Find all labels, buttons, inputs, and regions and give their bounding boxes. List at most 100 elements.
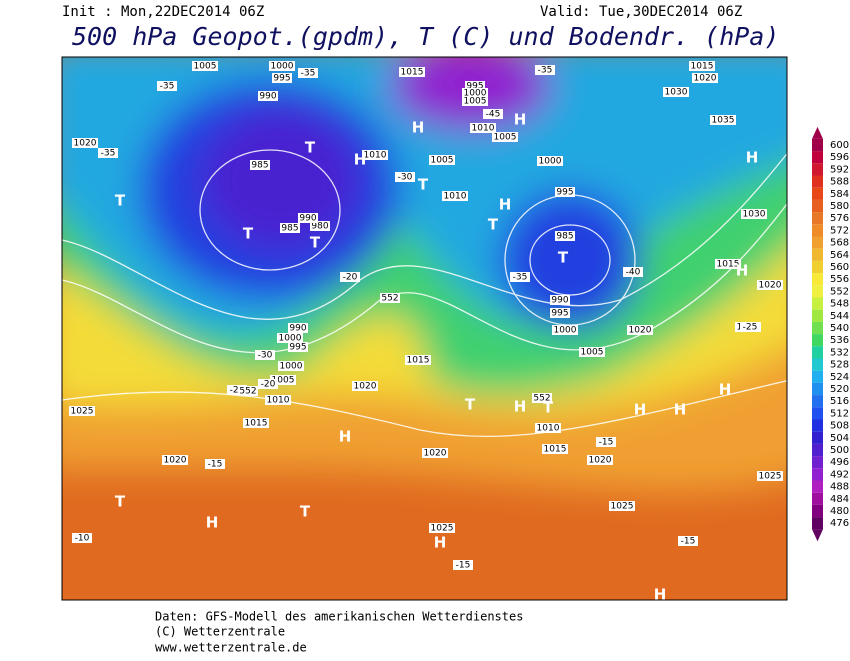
pressure-center: H: [736, 262, 749, 280]
map-label: -35: [298, 68, 318, 79]
colorbar-segment: [812, 297, 823, 310]
map-label-text: 1015: [691, 62, 714, 72]
map-label: 1000: [537, 156, 563, 167]
map-label: 1025: [757, 471, 783, 482]
map-label-box: [250, 160, 270, 170]
map-label: 980: [310, 221, 330, 232]
colorbar-segment: [812, 370, 823, 383]
map-label-text: -30: [398, 173, 413, 183]
map-label-box: [442, 191, 468, 201]
map-label-text: 1005: [464, 97, 487, 107]
map-label: 995: [288, 342, 308, 353]
colorbar-segment: [812, 212, 823, 225]
map-label: 1020: [422, 448, 448, 459]
map-label: 990: [298, 213, 318, 224]
pressure-center: T: [305, 139, 316, 157]
colorbar-segment: [812, 504, 823, 518]
map-label-text: 552: [533, 394, 550, 404]
colorbar-label: 552: [830, 286, 849, 297]
map-label: -30: [255, 350, 275, 361]
map-label-text: 990: [259, 92, 276, 102]
init-time: Init : Mon,22DEC2014 06Z: [62, 4, 264, 20]
colorbar-label: 520: [830, 384, 849, 395]
map-label-box: [298, 213, 318, 223]
map-label: 985: [280, 223, 300, 234]
map-label-box: [623, 267, 643, 277]
map-label-box: [453, 560, 473, 570]
map-label: -25: [740, 322, 760, 333]
colorbar-label: 488: [830, 482, 849, 493]
map-label-box: [757, 280, 783, 290]
map-label-box: [258, 91, 278, 101]
colorbar-segment: [812, 224, 823, 237]
map-label-text: 1000: [554, 326, 577, 336]
map-label: 995: [550, 308, 570, 319]
map-label-box: [710, 115, 736, 125]
map-label: 1005: [429, 155, 455, 166]
map-label-text: 1015: [245, 419, 268, 429]
map-label-text: 552: [239, 387, 256, 397]
map-label-text: 1025: [431, 524, 454, 534]
map-label-text: 995: [289, 343, 306, 353]
map-label-text: -20: [343, 273, 358, 283]
pressure-center: T: [418, 176, 429, 194]
colorbar-label: 600: [830, 140, 849, 151]
map-label: -40: [623, 267, 643, 278]
map-label: 552: [238, 386, 258, 397]
map-label: 1005: [192, 61, 218, 72]
colorbar-segment: [812, 321, 823, 335]
pressure-center: H: [412, 119, 425, 137]
map-label-box: [689, 61, 715, 71]
map-label: 985: [555, 231, 575, 242]
map-label-text: -15: [681, 537, 696, 547]
map-label: 1005: [492, 132, 518, 143]
map-label: -35: [535, 65, 555, 76]
colorbar-label: 580: [830, 201, 849, 212]
map-label-box: [535, 423, 561, 433]
colorbar-segment: [812, 273, 823, 286]
map-label-box: [740, 322, 760, 332]
colorbar-label: 556: [830, 274, 849, 285]
colorbar-label: 504: [830, 433, 849, 444]
map-label-box: [462, 88, 488, 98]
map-label-box: [429, 523, 455, 533]
map-label-box: [277, 333, 303, 343]
colorbar-segment: [812, 468, 823, 481]
colorbar-label: 572: [830, 225, 849, 236]
pressure-center: H: [746, 149, 759, 167]
map-label-text: 990: [299, 214, 316, 224]
map-label-box: [352, 381, 378, 391]
colorbar-label: 592: [830, 164, 849, 175]
colorbar-segment: [812, 175, 823, 188]
map-label-box: [510, 272, 530, 282]
map-label: 1030: [741, 209, 767, 220]
map-label: 1035: [710, 115, 736, 126]
map-label: 1030: [663, 87, 689, 98]
map-label-text: 1020: [424, 449, 447, 459]
colorbar-label: 540: [830, 323, 849, 334]
map-label: -35: [157, 81, 177, 92]
map-label-box: [757, 471, 783, 481]
colorbar-label: 560: [830, 262, 849, 273]
map-label: 990: [550, 295, 570, 306]
colorbar-label: 500: [830, 445, 849, 456]
map-label-box: [535, 65, 555, 75]
colorbar-segment: [812, 346, 823, 359]
map-label-text: 995: [556, 188, 573, 198]
map-label: 1000: [278, 361, 304, 372]
map-label-text: -35: [538, 66, 553, 76]
map-label-box: [579, 347, 605, 357]
map-label-text: 1010: [267, 396, 290, 406]
map-label: 1020: [162, 455, 188, 466]
map-label: 995: [272, 73, 292, 84]
map-label-box: [555, 187, 575, 197]
map-frame: [61, 56, 788, 601]
map-label-box: [238, 386, 258, 396]
pressure-center: T: [310, 234, 321, 252]
pressure-center: H: [674, 401, 687, 419]
colorbar-segment: [812, 480, 823, 493]
colorbar-label: 524: [830, 372, 849, 383]
map-label-text: 1035: [712, 116, 735, 126]
map-label: 1000: [462, 88, 488, 99]
map-label: 1015: [243, 418, 269, 429]
